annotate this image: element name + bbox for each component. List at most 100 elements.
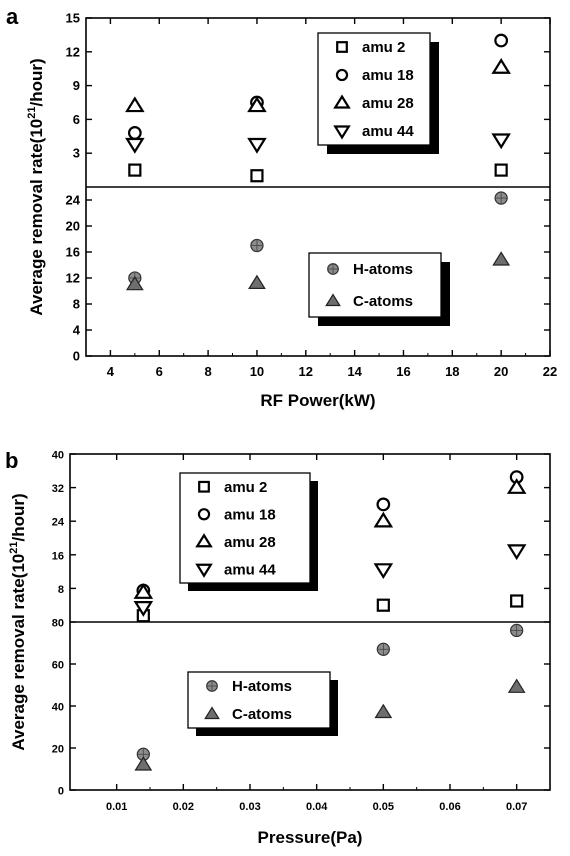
data-point bbox=[492, 251, 511, 266]
y-tick-label: 6 bbox=[73, 112, 80, 127]
y-tick-label: 20 bbox=[66, 219, 80, 234]
legend-marker bbox=[198, 480, 210, 493]
data-point bbox=[374, 703, 393, 719]
data-point bbox=[125, 275, 144, 291]
legend-label: amu 2 bbox=[362, 39, 405, 56]
data-point bbox=[125, 137, 145, 154]
y-tick-label: 40 bbox=[52, 702, 64, 714]
y-tick-label: 16 bbox=[52, 550, 64, 562]
x-tick-label: 0.03 bbox=[239, 801, 260, 813]
y-tick-label: 3 bbox=[73, 146, 80, 161]
data-point bbox=[510, 594, 524, 608]
data-point bbox=[376, 497, 391, 512]
data-point bbox=[507, 678, 526, 693]
y-tick-label: 40 bbox=[52, 450, 64, 462]
y-tick-label: 4 bbox=[73, 323, 81, 338]
data-point bbox=[494, 163, 508, 177]
series-amu-28 bbox=[125, 58, 511, 113]
data-point bbox=[248, 274, 266, 289]
y-axis-title: Average removal rate(1021/hour) bbox=[26, 58, 46, 315]
x-tick-label: 0.06 bbox=[439, 801, 460, 813]
x-tick-label: 4 bbox=[107, 364, 115, 379]
legend-label: amu 28 bbox=[224, 534, 276, 551]
x-tick-label: 0.04 bbox=[306, 801, 328, 813]
x-tick-label: 14 bbox=[347, 364, 362, 379]
x-tick-label: 10 bbox=[250, 364, 264, 379]
legend-upper: amu 2 amu 18 amu 28 amu 44 bbox=[317, 32, 439, 154]
data-point bbox=[247, 137, 267, 154]
y-tick-label: 20 bbox=[52, 744, 64, 756]
series-amu-2 bbox=[128, 163, 508, 183]
x-tick-label: 6 bbox=[156, 364, 163, 379]
x-tick-label: 16 bbox=[396, 364, 410, 379]
y-tick-label: 8 bbox=[58, 584, 64, 596]
x-axis-title: RF Power(kW) bbox=[260, 391, 375, 410]
legend-marker bbox=[195, 533, 213, 548]
data-point bbox=[127, 126, 142, 140]
legend-label: amu 2 bbox=[224, 479, 267, 496]
series-amu-44 bbox=[125, 133, 511, 154]
panel-label: b bbox=[5, 448, 18, 473]
y-tick-label: 24 bbox=[52, 517, 65, 529]
x-tick-label: 0.07 bbox=[506, 801, 527, 813]
x-tick-label: 12 bbox=[299, 364, 313, 379]
legend-marker bbox=[336, 41, 348, 53]
y-axis-title-main: Average removal rate(10 bbox=[9, 554, 28, 751]
legend-label: amu 18 bbox=[224, 506, 276, 523]
legend-label: amu 28 bbox=[362, 95, 414, 112]
legend-lower: H-atoms C-atoms bbox=[187, 671, 338, 736]
x-tick-label: 20 bbox=[494, 364, 508, 379]
legend-label: H-atoms bbox=[232, 678, 292, 695]
y-tick-label: 0 bbox=[58, 786, 64, 798]
y-axis-title-sup: 21 bbox=[26, 107, 38, 119]
data-point bbox=[506, 544, 527, 561]
legend-marker bbox=[325, 293, 341, 307]
legend-label: amu 18 bbox=[362, 67, 414, 84]
y-axis-title-end: /hour) bbox=[27, 58, 46, 106]
y-tick-label: 16 bbox=[66, 245, 80, 260]
data-point bbox=[133, 583, 154, 599]
legend-lower: H-atoms C-atoms bbox=[308, 252, 450, 326]
data-point bbox=[491, 58, 511, 74]
y-axis-title-end: /hour) bbox=[9, 493, 28, 541]
y-axis-title: Average removal rate(1021/hour) bbox=[8, 493, 28, 750]
data-point bbox=[133, 601, 154, 617]
data-point bbox=[494, 33, 509, 48]
legend-marker bbox=[204, 706, 220, 720]
x-tick-label: 8 bbox=[204, 364, 211, 379]
series-c-atoms bbox=[125, 251, 511, 291]
panel-a: a 4 6 8 10 12 14 16 18 20 22 3 6 9 12 15 0 4 8 12 16 20 24 RF P… bbox=[6, 4, 557, 410]
y-tick-label: 15 bbox=[66, 11, 80, 26]
y-tick-label: 12 bbox=[66, 271, 80, 286]
legend-marker bbox=[195, 563, 213, 578]
panel-label: a bbox=[6, 4, 19, 29]
series-amu-28 bbox=[133, 478, 527, 599]
y-tick-label: 12 bbox=[66, 44, 80, 59]
y-tick-label: 0 bbox=[73, 349, 80, 364]
x-tick-label: 0.01 bbox=[106, 801, 127, 813]
data-point bbox=[250, 169, 264, 183]
legend-label: amu 44 bbox=[224, 561, 276, 578]
data-point bbox=[125, 96, 145, 113]
x-axis-title: Pressure(Pa) bbox=[258, 828, 363, 847]
data-point bbox=[247, 96, 267, 113]
x-tick-label: 0.05 bbox=[373, 801, 394, 813]
data-point bbox=[373, 563, 394, 580]
legend-marker bbox=[333, 125, 351, 140]
y-axis-title-main: Average removal rate(10 bbox=[27, 119, 46, 316]
panel-b: b 0.01 0.02 0.03 0.04 0.05 0.06 0.07 8 16 24 32 40 0 2… bbox=[5, 448, 551, 847]
legend-label: C-atoms bbox=[232, 706, 292, 723]
legend-label: amu 44 bbox=[362, 123, 414, 140]
series-amu-44 bbox=[133, 544, 527, 617]
x-tick-label: 0.02 bbox=[173, 801, 194, 813]
y-tick-label: 80 bbox=[52, 618, 64, 630]
data-point bbox=[128, 163, 142, 177]
data-point bbox=[134, 756, 153, 771]
series-c-atoms bbox=[134, 678, 526, 771]
data-point bbox=[491, 133, 511, 150]
y-axis-title-sup: 21 bbox=[8, 542, 20, 554]
y-tick-label: 8 bbox=[73, 297, 80, 312]
y-tick-label: 9 bbox=[73, 78, 80, 93]
y-tick-label: 24 bbox=[66, 193, 81, 208]
